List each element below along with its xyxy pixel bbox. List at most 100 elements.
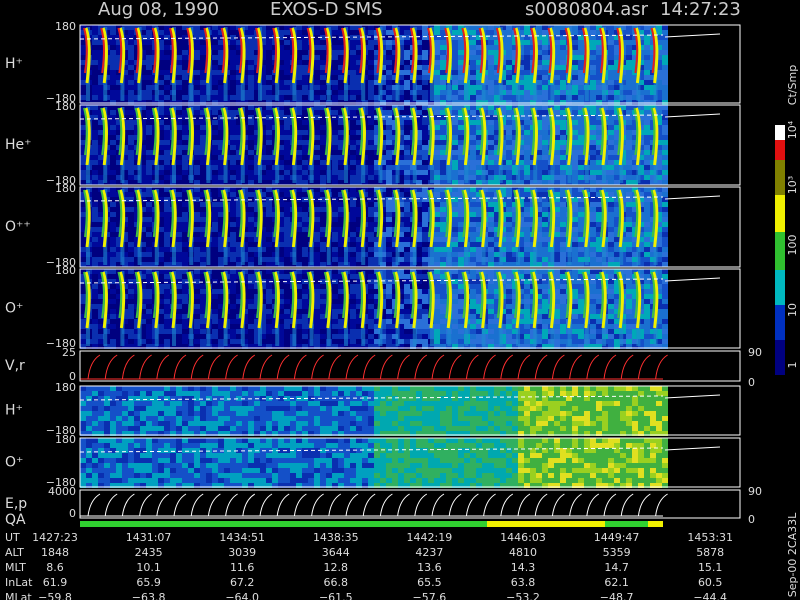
spectrogram-cell: [194, 125, 200, 130]
spectrogram-cell: [230, 180, 236, 185]
streak: [273, 27, 280, 84]
spectrogram-cell: [530, 25, 536, 30]
spectrogram-cell: [278, 217, 284, 222]
spectrogram-cell: [590, 217, 596, 222]
spectrogram-cell: [434, 75, 440, 80]
spectrogram-cell: [200, 70, 206, 75]
spectrogram-cell: [350, 135, 356, 140]
spectrogram-cell: [278, 175, 284, 180]
spectrogram-cell: [140, 242, 146, 247]
spectrogram-cell: [572, 90, 578, 95]
streak: [222, 107, 229, 166]
spectrogram-cell: [278, 75, 284, 80]
spectrogram-cell: [140, 105, 146, 110]
spectrogram-cell: [416, 207, 422, 212]
spectrogram-cell: [386, 80, 392, 85]
spectrogram-cell: [128, 105, 134, 110]
spectrogram-cell: [368, 80, 374, 85]
spectrogram-cell: [632, 212, 638, 217]
spectrogram-cell: [608, 105, 614, 110]
spectrogram-cell: [578, 165, 584, 170]
spectrogram-cell: [278, 202, 284, 207]
spectrogram-cell: [230, 217, 236, 222]
spectrogram-cell: [542, 252, 548, 257]
spectrogram-cell: [518, 75, 524, 80]
spectrogram-cell: [266, 212, 272, 217]
spectrogram-cell: [398, 80, 404, 85]
spectrogram-cell: [440, 60, 446, 65]
spectrogram-cell: [212, 45, 218, 50]
spectrogram-cell: [302, 247, 308, 252]
spectrogram-cell: [254, 55, 260, 60]
spectrogram-cell: [608, 55, 614, 60]
spectrogram-cell: [578, 262, 584, 267]
spectrogram-cell: [614, 70, 620, 75]
spectrogram-cell: [176, 257, 182, 262]
spectrogram-cell: [266, 180, 272, 185]
spectrogram-cell: [506, 175, 512, 180]
spectrogram-cell: [176, 80, 182, 85]
spectrogram-cell: [254, 120, 260, 125]
spectrogram-cell: [158, 247, 164, 252]
spectrogram-cell: [512, 187, 518, 192]
spectrogram-cell: [158, 40, 164, 45]
spectrogram-cell: [638, 140, 644, 145]
spectrogram-cell: [284, 105, 290, 110]
spectrogram-cell: [254, 60, 260, 65]
spectrogram-cell: [386, 35, 392, 40]
spectrogram-cell: [332, 130, 338, 135]
spectrogram-cell: [488, 45, 494, 50]
spectrogram-cell: [332, 242, 338, 247]
streak: [461, 27, 467, 74]
spectrogram-cell: [230, 247, 236, 252]
spectrogram-cell: [458, 247, 464, 252]
spectrogram-cell: [578, 160, 584, 165]
spectrogram-cell: [218, 262, 224, 267]
spectrogram-cell: [626, 197, 632, 202]
spectrogram-cell: [626, 180, 632, 185]
spectrogram-cell: [278, 150, 284, 155]
spectrogram-cell: [98, 175, 104, 180]
spectrogram-cell: [116, 115, 122, 120]
spectrogram-cell: [332, 80, 338, 85]
spectrogram-cell: [332, 85, 338, 90]
spectrogram-cell: [176, 232, 182, 237]
spectrogram-cell: [452, 237, 458, 242]
spectrogram-cell: [80, 40, 86, 45]
spectrogram-cell: [590, 197, 596, 202]
spectrogram-cell: [434, 180, 440, 185]
spectrogram-cell: [218, 202, 224, 207]
spectrogram-cell: [302, 160, 308, 165]
spectrogram-cell: [80, 95, 86, 100]
spectrogram-cell: [470, 155, 476, 160]
spectrogram-cell: [368, 75, 374, 80]
spectrogram-cell: [296, 227, 302, 232]
spectrogram-cell: [422, 120, 428, 125]
spectrogram-cell: [656, 160, 662, 165]
spectrogram-cell: [572, 160, 578, 165]
spectrogram-cell: [458, 50, 464, 55]
spectrogram-cell: [374, 222, 380, 227]
spectrogram-cell: [272, 187, 278, 192]
spectrogram-cell: [98, 130, 104, 135]
spectrogram-cell: [440, 70, 446, 75]
spectrogram-cell: [500, 160, 506, 165]
spectrogram-cell: [368, 180, 374, 185]
spectrogram-cell: [494, 222, 500, 227]
spectrogram-cell: [140, 135, 146, 140]
spectrogram-cell: [368, 150, 374, 155]
spectrogram-cell: [644, 242, 650, 247]
spectrogram-cell: [110, 197, 116, 202]
spectrogram-cell: [140, 155, 146, 160]
spectrogram-cell: [230, 237, 236, 242]
spectrogram-cell: [200, 170, 206, 175]
spectrogram-cell: [488, 85, 494, 90]
spectrogram-cell: [560, 197, 566, 202]
spectrogram-cell: [296, 60, 302, 65]
spectrogram-cell: [116, 155, 122, 160]
spectrogram-cell: [158, 50, 164, 55]
spectrogram-cell: [230, 120, 236, 125]
streak: [394, 107, 401, 166]
spectrogram-cell: [452, 110, 458, 115]
spectrogram-cell: [422, 165, 428, 170]
